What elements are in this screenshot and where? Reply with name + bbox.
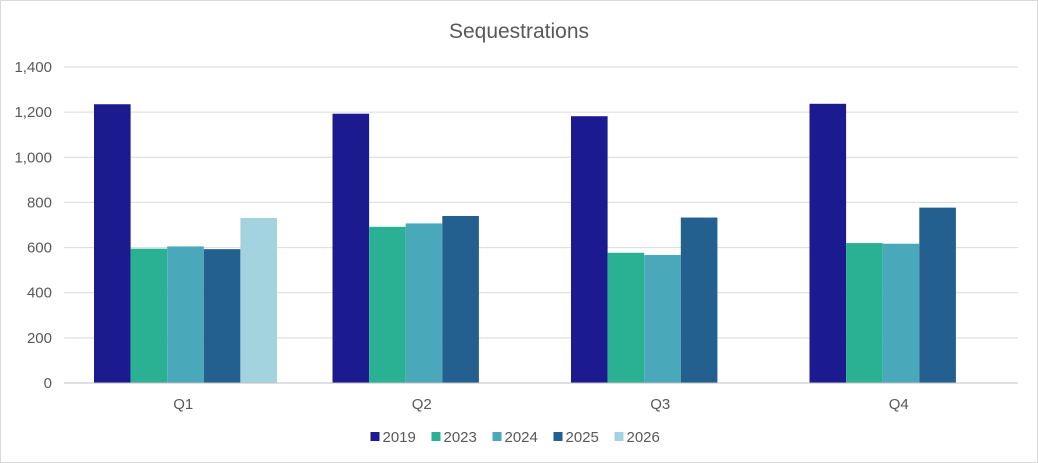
- bar-2019-Q3: [571, 116, 608, 383]
- y-tick-label: 600: [27, 240, 52, 257]
- legend-item-2026: 2026: [614, 429, 660, 446]
- y-tick-label: 1,000: [14, 149, 52, 166]
- y-tick-label: 1,400: [14, 59, 52, 76]
- y-tick-label: 400: [27, 285, 52, 302]
- legend-swatch: [614, 432, 624, 441]
- y-tick-label: 200: [27, 330, 52, 347]
- legend-label: 2024: [505, 429, 538, 446]
- legend-item-2025: 2025: [553, 429, 599, 446]
- legend-label: 2025: [566, 429, 599, 446]
- bar-2023-Q3: [607, 252, 645, 383]
- y-tick-label: 0: [44, 375, 52, 392]
- y-tick-label: 1,200: [14, 104, 52, 121]
- bar-2024-Q3: [644, 255, 681, 383]
- legend-item-2023: 2023: [431, 429, 477, 446]
- x-tick-label: Q4: [889, 396, 909, 413]
- x-tick-label: Q3: [650, 396, 670, 413]
- bar-2019-Q2: [332, 113, 370, 384]
- y-tick-label: 800: [27, 194, 52, 211]
- legend: 2019 2023 2024 2025 2026: [370, 429, 660, 446]
- bar-2019-Q4: [809, 103, 847, 383]
- legend-item-2024: 2024: [492, 429, 538, 446]
- y-axis-ticks: 0 200 400 600 800 1,000 1,200 1,400: [14, 59, 52, 392]
- bar-2023-Q4: [846, 243, 883, 383]
- legend-label: 2026: [627, 429, 660, 446]
- legend-swatch: [370, 432, 380, 441]
- bar-2025-Q1: [203, 249, 241, 383]
- legend-swatch: [492, 432, 502, 441]
- legend-label: 2019: [383, 429, 416, 446]
- bar-2024-Q1: [167, 246, 204, 383]
- bar-2024-Q2: [405, 223, 443, 383]
- bars: [94, 103, 956, 384]
- bar-2019-Q1: [94, 104, 131, 383]
- legend-item-2019: 2019: [370, 429, 416, 446]
- bar-2026-Q1: [240, 218, 277, 383]
- x-tick-label: Q2: [412, 396, 432, 413]
- bar-2023-Q2: [369, 226, 406, 383]
- bar-2024-Q4: [882, 243, 920, 383]
- chart-title: Sequestrations: [449, 20, 589, 43]
- bar-2025-Q2: [442, 215, 479, 383]
- bar-2023-Q1: [130, 248, 168, 383]
- bar-2025-Q3: [680, 217, 718, 383]
- legend-label: 2023: [444, 429, 477, 446]
- legend-swatch: [431, 432, 441, 441]
- x-axis-ticks: Q1 Q2 Q3 Q4: [173, 396, 909, 413]
- x-tick-label: Q1: [173, 396, 193, 413]
- legend-swatch: [553, 432, 563, 441]
- bar-2025-Q4: [919, 207, 956, 383]
